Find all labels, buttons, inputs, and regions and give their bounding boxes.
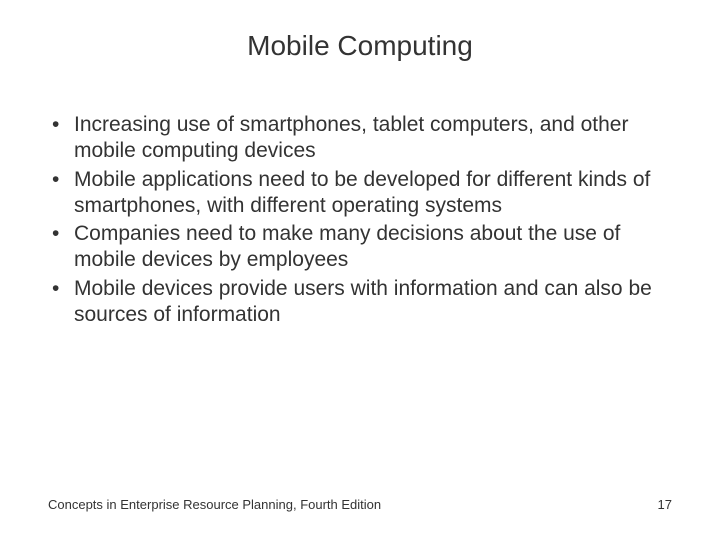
slide-title: Mobile Computing (0, 0, 720, 112)
footer-text: Concepts in Enterprise Resource Planning… (48, 497, 381, 512)
page-number: 17 (658, 497, 672, 512)
bullet-list: Increasing use of smartphones, tablet co… (0, 112, 720, 328)
bullet-item: Increasing use of smartphones, tablet co… (48, 112, 672, 165)
bullet-item: Mobile applications need to be developed… (48, 167, 672, 220)
bullet-item: Companies need to make many decisions ab… (48, 221, 672, 274)
slide-footer: Concepts in Enterprise Resource Planning… (0, 497, 720, 512)
bullet-item: Mobile devices provide users with inform… (48, 276, 672, 329)
